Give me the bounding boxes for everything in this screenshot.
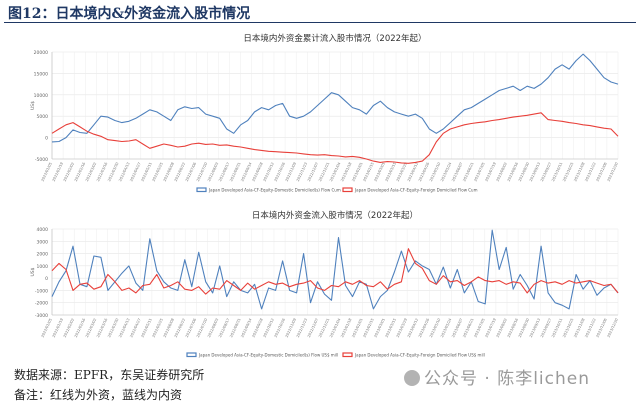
x-tick-label: 2022/03/02 [85, 318, 97, 338]
series-line-1 [51, 53, 619, 143]
y-tick-label: 5000 [37, 114, 49, 120]
x-tick-label: 2022/08/03 [207, 162, 219, 182]
x-tick-label: 2022/08/31 [229, 318, 241, 338]
x-tick-label: 2023/06/07 [451, 318, 463, 338]
x-tick-label: 2023/08/02 [496, 318, 508, 338]
x-tick-label: 2022/04/27 [129, 318, 141, 338]
y-tick-label: 0 [45, 136, 48, 142]
x-tick-label: 2023/10/11 [551, 162, 563, 182]
x-tick-label: 2022/05/11 [140, 318, 152, 338]
x-tick-label: 2022/12/07 [307, 162, 319, 182]
x-tick-label: 2023/12/20 [607, 317, 620, 338]
wechat-icon [404, 370, 420, 386]
x-tick-label: 2022/12/07 [307, 318, 319, 338]
watermark-text: 公众号 · 陈李lichen [424, 369, 591, 389]
x-tick-label: 2023/04/12 [407, 162, 419, 182]
x-tick-label: 2023/02/01 [351, 162, 363, 182]
weekly-flow-chart: 日本境内外资金流入股市情况（2022年起） -3000 -2000 -1000 0 100… [30, 210, 620, 358]
figure-title: 图12：日本境内&外资金流入股市情况 [8, 6, 251, 22]
legend-swatch-1 [196, 187, 207, 193]
x-tick-label: 2022/04/13 [118, 318, 130, 338]
y-tick-label: -5000 [35, 157, 48, 163]
source-note: 数据来源：EPFR，东吴证券研究所 [14, 368, 205, 382]
x-tick-label: 2023/03/01 [373, 162, 385, 182]
x-tick-label: 2022/01/05 [41, 162, 53, 182]
x-tick-label: 2022/02/02 [63, 162, 75, 182]
cumulative-flow-chart: 日本境内外资金累计流入股市情况（2022年起） -5000 0 5000 10000 15… [30, 33, 620, 193]
x-tick-label: 2022/03/02 [85, 162, 97, 182]
x-tick-label: 2022/11/23 [296, 318, 308, 338]
title-divider [4, 22, 636, 23]
x-tick-label: 2022/01/05 [41, 318, 53, 338]
x-tick-label: 2023/08/02 [496, 162, 508, 182]
series-line-1 [51, 229, 619, 310]
x-tick-label: 2023/12/20 [607, 161, 620, 182]
y-tick-label: 2000 [37, 252, 49, 258]
watermark: 公众号 · 陈李lichen [404, 364, 590, 389]
x-tick-label: 2022/05/25 [152, 162, 164, 182]
x-tick-label: 2023/09/13 [529, 162, 541, 182]
x-tick-label: 2022/05/25 [152, 318, 164, 338]
x-tick-label: 2023/06/21 [462, 162, 474, 182]
y-axis-label: US$ [30, 267, 36, 276]
legend-label-2: Japan Developed Asia-CF-Equity-Foreign D… [354, 353, 485, 358]
x-tick-label: 2023/06/07 [451, 162, 463, 182]
y-tick-label: -3000 [35, 313, 48, 319]
x-tick-label: 2022/06/22 [174, 162, 186, 182]
series-line-2 [51, 248, 619, 295]
y-tick-label: 4000 [37, 227, 49, 233]
x-tick-label: 2022/08/17 [218, 162, 230, 182]
y-tick-label: -2000 [35, 301, 48, 307]
x-tick-label: 2023/06/21 [462, 318, 474, 338]
x-tick-label: 2022/10/12 [262, 162, 274, 182]
legend-note: 备注：红线为外资，蓝线为内资 [14, 388, 183, 402]
x-tick-label: 2022/08/31 [229, 162, 241, 182]
x-tick-label: 2022/10/12 [262, 318, 274, 338]
x-tick-label: 2022/12/21 [318, 162, 330, 182]
x-tick-label: 2023/04/12 [407, 318, 419, 338]
x-tick-label: 2022/04/13 [118, 162, 130, 182]
chart-title: 日本境内外资金流入股市情况（2022年起） [252, 210, 418, 221]
x-tick-label: 2023/10/11 [551, 318, 563, 338]
legend-swatch-1 [186, 352, 197, 358]
x-tick-label: 2022/02/02 [63, 318, 75, 338]
series-line-2 [51, 112, 619, 164]
x-tick-label: 2023/07/05 [473, 318, 485, 338]
legend-label-1: Japan Developed Asia-CF-Equity-Domestic … [208, 188, 341, 193]
legend-label-2: Japan Developed Asia-CF-Equity-Foreign D… [354, 188, 478, 193]
y-axis-label: US$ [30, 101, 36, 110]
x-tick-label: 2023/03/15 [385, 318, 397, 338]
y-tick-label: 1000 [37, 264, 49, 270]
x-tick-label: 2023/09/27 [540, 318, 552, 338]
chart-title: 日本境内外资金累计流入股市情况（2022年起） [243, 33, 426, 44]
x-tick-label: 2023/09/13 [529, 318, 541, 338]
x-tick-label: 2023/02/01 [351, 318, 363, 338]
x-tick-label: 2022/08/03 [207, 318, 219, 338]
x-tick-label: 2022/06/22 [174, 318, 186, 338]
legend-label-1: Japan Developed Asia-CF-Equity-Domestic … [198, 353, 338, 358]
x-tick-label: 2023/03/01 [373, 318, 385, 338]
x-tick-label: 2023/02/15 [362, 318, 374, 338]
x-tick-label: 2023/09/27 [540, 162, 552, 182]
x-tick-label: 2023/11/22 [584, 162, 596, 182]
x-tick-label: 2022/12/21 [318, 318, 330, 338]
legend-swatch-2 [342, 187, 353, 193]
y-tick-label: 10000 [34, 93, 48, 99]
x-tick-label: 2022/08/17 [218, 318, 230, 338]
y-tick-label: 20000 [34, 50, 48, 56]
x-tick-label: 2023/10/25 [562, 318, 574, 338]
x-tick-label: 2022/05/11 [140, 162, 152, 182]
x-tick-label: 2023/11/22 [584, 318, 596, 338]
y-tick-label: 3000 [37, 239, 49, 245]
y-tick-label: -1000 [35, 288, 48, 294]
x-tick-label: 2023/02/15 [362, 162, 374, 182]
x-tick-label: 2023/10/25 [562, 162, 574, 182]
x-tick-label: 2023/07/05 [473, 162, 485, 182]
y-tick-label: 15000 [34, 71, 48, 77]
legend-swatch-2 [342, 352, 353, 358]
x-tick-label: 2022/11/23 [296, 162, 308, 182]
x-tick-label: 2022/04/27 [129, 162, 141, 182]
x-tick-label: 2023/03/15 [385, 162, 397, 182]
y-tick-label: 0 [45, 276, 48, 282]
